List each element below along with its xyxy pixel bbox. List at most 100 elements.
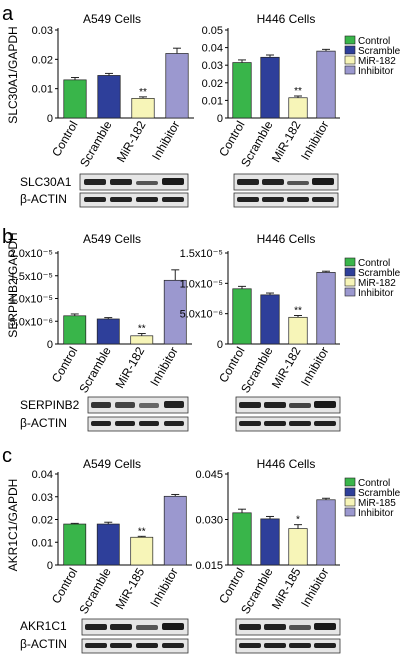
bar xyxy=(260,518,280,566)
blot-label: SERPINB2 xyxy=(20,398,80,412)
legend-swatch xyxy=(344,497,356,507)
bar xyxy=(63,79,87,119)
y-tick-label: 0.04 xyxy=(202,43,223,55)
x-tick-label: Inhibitor xyxy=(298,345,331,389)
x-tick-label: Scramble xyxy=(76,565,114,616)
blot-band xyxy=(239,402,261,408)
blot-band xyxy=(287,181,309,185)
y-tick-label: 0 xyxy=(47,339,53,351)
blot-a549-b: SERPINB2 β-ACTIN xyxy=(20,396,189,432)
bar xyxy=(97,75,121,119)
x-tick-label: Control xyxy=(49,119,80,160)
y-axis-label: SERPINB2/GAPDH xyxy=(6,232,20,337)
legend-label: Control xyxy=(358,478,390,489)
blot-strip xyxy=(233,173,339,191)
bar xyxy=(288,528,308,566)
legend-label: Scramble xyxy=(358,268,400,279)
panel-letter-b: b xyxy=(2,226,13,248)
y-tick-label: 0.05 xyxy=(202,25,223,37)
blot-band xyxy=(139,403,159,408)
blot-band xyxy=(84,179,106,185)
blot-band xyxy=(289,421,311,426)
y-tick-label: 0.03 xyxy=(32,492,53,504)
blot-band xyxy=(91,402,111,408)
legend-swatch xyxy=(344,65,356,75)
x-tick-label: Control xyxy=(49,566,80,607)
legend-swatch xyxy=(344,55,356,65)
blot-band xyxy=(115,421,135,426)
blot-band xyxy=(162,623,184,630)
y-tick-label: 0.015 xyxy=(195,560,223,572)
y-tick-label: 0 xyxy=(217,113,223,125)
bar xyxy=(165,53,189,119)
y-tick-label: 0 xyxy=(47,113,53,125)
blot-band xyxy=(110,179,132,185)
y-tick-label: 0.02 xyxy=(32,515,53,527)
bar xyxy=(232,512,252,566)
y-axis-label: SLC30A1/GAPDH xyxy=(6,26,20,123)
blot-a549-c: AKR1C1 β-ACTIN xyxy=(20,618,189,654)
y-tick-label: 0.01 xyxy=(32,84,53,96)
panel-letter-c: c xyxy=(2,445,12,467)
legend-label: MiR-185 xyxy=(358,498,396,509)
x-tick-label: Inhibitor xyxy=(147,345,180,389)
blot-strip xyxy=(81,638,189,654)
blot-band xyxy=(314,643,336,648)
y-tick-label: 0.045 xyxy=(195,469,223,481)
significance-mark: ** xyxy=(294,305,302,316)
bar xyxy=(163,495,187,566)
y-tick-label: 0.02 xyxy=(32,54,53,66)
y-tick-label: 2.0x10⁻⁵ xyxy=(10,248,53,260)
significance-mark: ** xyxy=(139,87,147,98)
significance-mark: ** xyxy=(294,86,302,97)
y-tick-label: 5.0x10⁻⁶ xyxy=(10,316,53,328)
x-tick-label: Inhibitor xyxy=(147,566,180,610)
y-tick-label: 0.01 xyxy=(202,95,223,107)
chart-title: H446 Cells xyxy=(257,12,316,26)
legend-label: Control xyxy=(358,36,390,47)
blot-band xyxy=(289,403,311,408)
blot-strip xyxy=(79,192,189,208)
x-tick-label: Inhibitor xyxy=(149,119,182,163)
legend-label: Inhibitor xyxy=(358,66,394,77)
x-tick-label: Scramble xyxy=(76,344,114,395)
x-tick-label: MiR-182 xyxy=(114,118,149,165)
chart-title: H446 Cells xyxy=(257,232,316,246)
blot-band xyxy=(85,643,107,648)
blot-label: SLC30A1 xyxy=(20,175,72,189)
blot-h446-b xyxy=(235,396,341,432)
blot-band xyxy=(237,179,259,185)
blot-strip xyxy=(235,416,341,432)
blot-band xyxy=(264,643,286,648)
x-tick-label: MiR-185 xyxy=(113,565,148,612)
y-tick-label: 0.030 xyxy=(195,515,223,527)
blot-band xyxy=(264,624,286,630)
legend-label: Control xyxy=(358,258,390,269)
significance-mark: ** xyxy=(138,324,146,335)
chart-title: A549 Cells xyxy=(83,232,141,246)
blot-band xyxy=(91,421,111,426)
blot-band xyxy=(264,402,286,408)
bar xyxy=(96,318,120,345)
y-tick-label: 1.0x10⁻⁵ xyxy=(180,278,223,290)
y-tick-label: 0.03 xyxy=(202,60,223,72)
y-tick-label: 1.0x10⁻⁵ xyxy=(10,294,53,306)
blot-band xyxy=(262,179,284,185)
significance-mark: * xyxy=(296,515,300,526)
y-tick-label: 5.0x10⁻⁶ xyxy=(180,309,223,321)
panel-letter-a: a xyxy=(2,3,14,25)
blot-band xyxy=(110,643,132,648)
blot-band xyxy=(314,623,336,630)
blot-strip xyxy=(235,618,341,636)
blot-band xyxy=(239,643,261,648)
legend-label: Inhibitor xyxy=(358,288,394,299)
blot-strip xyxy=(79,173,189,191)
blot-strip xyxy=(87,396,189,414)
blot-band xyxy=(139,421,159,426)
y-tick-label: 1.5x10⁻⁵ xyxy=(180,248,223,260)
legend-swatch xyxy=(344,287,356,297)
bar xyxy=(63,523,87,566)
blot-band xyxy=(289,643,311,648)
x-tick-label: MiR-182 xyxy=(113,344,148,391)
legend-swatch xyxy=(344,35,356,45)
